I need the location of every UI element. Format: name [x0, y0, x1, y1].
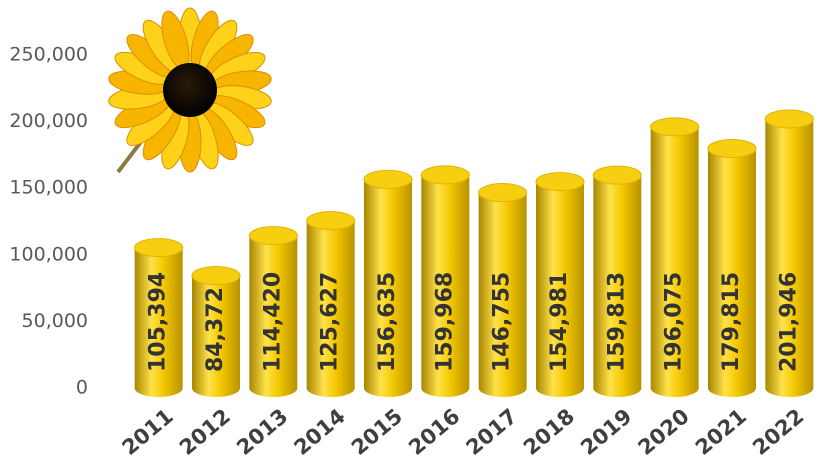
- x-tick-label: 2021: [691, 404, 751, 460]
- y-tick-label: 50,000: [22, 310, 88, 332]
- bar-top: [191, 266, 241, 286]
- x-tick-label: 2022: [748, 404, 808, 460]
- bar-top: [478, 183, 528, 203]
- bar: [249, 235, 298, 397]
- x-tick-label: 2017: [462, 404, 522, 460]
- bar-group: [306, 211, 356, 397]
- bar-top: [306, 211, 356, 231]
- bar-top: [363, 169, 413, 189]
- flower-center: [163, 63, 217, 117]
- bar: [536, 181, 584, 397]
- bar-group: [764, 109, 814, 397]
- y-tick-label: 250,000: [9, 44, 88, 66]
- bar: [192, 275, 240, 397]
- x-tick-label: 2016: [404, 404, 464, 460]
- bar: [650, 126, 699, 398]
- y-tick-label: 150,000: [9, 177, 88, 199]
- bar: [134, 247, 183, 397]
- x-tick-label: 2015: [347, 404, 407, 460]
- bar: [708, 148, 756, 397]
- value-label: 125,627: [318, 272, 343, 372]
- value-label: 159,813: [604, 272, 629, 372]
- sunflower-decoration: [108, 7, 272, 174]
- value-label: 156,635: [375, 272, 400, 372]
- bar-top: [134, 238, 184, 258]
- bar-top: [764, 109, 814, 129]
- bar-top: [707, 138, 757, 158]
- bar: [364, 179, 412, 397]
- x-tick-label: 2011: [118, 404, 178, 460]
- y-tick-label: 100,000: [9, 243, 88, 265]
- y-tick-label: 0: [76, 377, 88, 399]
- bar-top: [650, 117, 700, 137]
- bar-group: [191, 266, 241, 397]
- value-label: 201,946: [776, 272, 801, 372]
- bar-top: [535, 172, 585, 192]
- bar-group: [248, 226, 298, 397]
- bar-group: [420, 165, 470, 397]
- x-tick-label: 2019: [576, 404, 636, 460]
- bar-top: [248, 226, 298, 246]
- bar-top: [420, 165, 470, 185]
- bar-group: [650, 117, 700, 398]
- value-label: 196,075: [662, 272, 687, 372]
- value-label: 146,755: [490, 272, 515, 372]
- x-tick-label: 2020: [634, 404, 694, 460]
- bar: [421, 174, 470, 397]
- value-label: 114,420: [260, 272, 285, 372]
- value-label: 154,981: [547, 272, 572, 372]
- bar: [593, 175, 642, 397]
- y-tick-label: 200,000: [9, 110, 88, 132]
- bar-group: [592, 165, 642, 397]
- bar-group: [134, 238, 184, 397]
- bar: [765, 119, 814, 397]
- value-label: 159,968: [432, 272, 457, 372]
- value-label: 179,815: [719, 272, 744, 372]
- x-tick-label: 2013: [232, 404, 292, 460]
- bar-group: [535, 172, 585, 397]
- x-tick-label: 2018: [519, 404, 579, 460]
- bar-top: [592, 165, 642, 185]
- value-label: 105,394: [146, 272, 171, 372]
- value-label: 84,372: [203, 287, 228, 372]
- x-tick-label: 2014: [290, 404, 350, 460]
- bar-group: [363, 169, 413, 397]
- x-tick-label: 2012: [175, 404, 235, 460]
- bar-group: [478, 183, 528, 397]
- bar: [478, 192, 527, 397]
- bar: [306, 220, 355, 397]
- bar-group: [707, 138, 757, 397]
